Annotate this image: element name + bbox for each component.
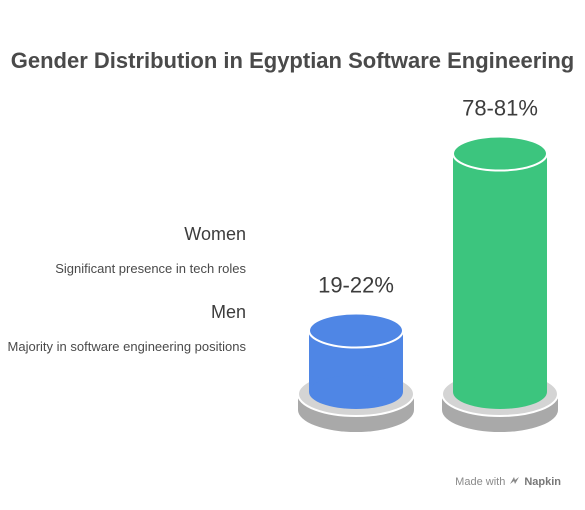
bar-top-cap [308,312,404,349]
legend-desc-men: Majority in software engineering positio… [7,339,246,354]
footer-made-with: Made with [455,476,506,488]
bar-top-cap [452,135,548,172]
napkin-logo-icon [509,475,520,489]
bar-value-label: 78-81% [462,96,538,121]
bar-bottom [309,375,403,409]
bar-bottom [453,375,547,409]
legend-label-women: Women [184,224,246,244]
bar-value-label: 19-22% [318,273,394,298]
footer-brand: Napkin [524,476,561,488]
legend-label-men: Men [210,302,246,322]
bar-body [453,153,547,392]
footer-watermark: Made with Napkin [455,475,561,489]
legend-desc-women: Significant presence in tech roles [55,261,246,276]
chart-title: Gender Distribution in Egyptian Software… [10,48,575,73]
